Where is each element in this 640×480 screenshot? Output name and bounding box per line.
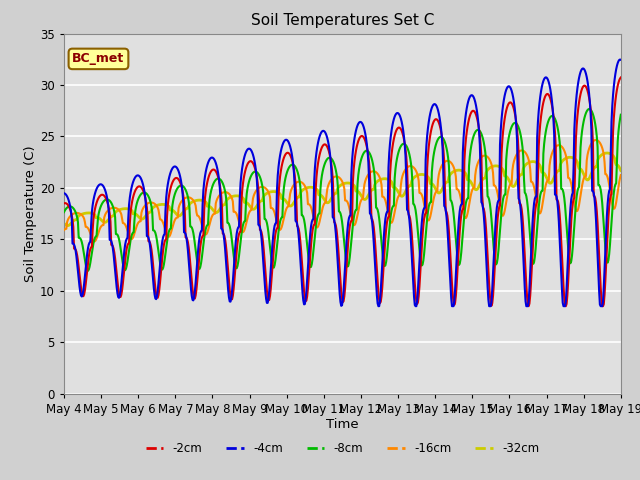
X-axis label: Time: Time: [326, 419, 358, 432]
Y-axis label: Soil Temperature (C): Soil Temperature (C): [24, 145, 37, 282]
Title: Soil Temperatures Set C: Soil Temperatures Set C: [251, 13, 434, 28]
Legend: -2cm, -4cm, -8cm, -16cm, -32cm: -2cm, -4cm, -8cm, -16cm, -32cm: [141, 437, 544, 460]
Text: BC_met: BC_met: [72, 52, 125, 65]
